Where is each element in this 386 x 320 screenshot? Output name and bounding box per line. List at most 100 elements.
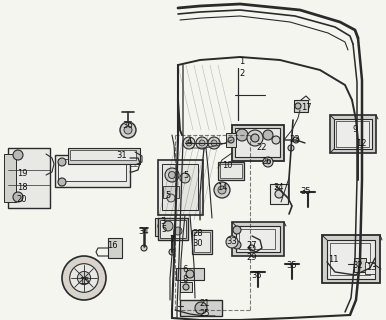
Circle shape xyxy=(275,190,283,198)
Circle shape xyxy=(233,241,241,249)
Bar xyxy=(232,125,284,161)
Circle shape xyxy=(169,172,176,179)
Circle shape xyxy=(266,160,270,164)
Text: 31: 31 xyxy=(117,150,127,159)
Circle shape xyxy=(247,130,263,146)
Text: 35: 35 xyxy=(287,260,297,269)
Bar xyxy=(220,164,242,178)
Circle shape xyxy=(272,136,280,144)
Text: 21: 21 xyxy=(200,300,210,308)
Text: 5: 5 xyxy=(161,226,167,235)
Text: 16: 16 xyxy=(107,242,117,251)
Bar xyxy=(336,121,369,147)
Circle shape xyxy=(120,122,136,138)
Bar xyxy=(58,159,126,181)
Circle shape xyxy=(263,157,273,167)
Bar xyxy=(294,100,308,112)
Text: 9: 9 xyxy=(352,125,357,134)
Circle shape xyxy=(293,137,299,143)
Circle shape xyxy=(163,221,173,231)
Bar xyxy=(162,164,198,210)
Text: 20: 20 xyxy=(17,196,27,204)
Circle shape xyxy=(183,284,189,290)
Circle shape xyxy=(13,192,23,202)
Bar xyxy=(218,162,244,180)
Bar xyxy=(163,186,179,198)
Bar xyxy=(108,238,122,258)
Bar xyxy=(194,232,210,252)
Circle shape xyxy=(251,134,259,142)
Text: 1: 1 xyxy=(239,58,245,67)
Text: 13: 13 xyxy=(366,263,376,273)
Text: 23: 23 xyxy=(290,135,300,145)
Circle shape xyxy=(58,178,66,186)
Text: 12: 12 xyxy=(356,139,366,148)
Bar xyxy=(322,235,380,283)
Circle shape xyxy=(165,168,179,182)
Bar xyxy=(4,154,16,202)
Bar xyxy=(155,218,169,236)
Circle shape xyxy=(208,137,220,149)
Circle shape xyxy=(183,137,195,149)
Bar xyxy=(334,119,372,149)
Circle shape xyxy=(228,137,234,143)
Bar xyxy=(235,128,280,157)
Bar xyxy=(365,262,375,274)
Bar xyxy=(354,258,366,272)
Text: 35: 35 xyxy=(252,270,262,279)
Text: 22: 22 xyxy=(257,143,267,153)
Bar xyxy=(160,220,186,238)
Text: 11: 11 xyxy=(328,255,338,265)
Text: 30: 30 xyxy=(193,239,203,249)
Circle shape xyxy=(58,158,66,166)
Circle shape xyxy=(218,186,226,194)
Circle shape xyxy=(124,126,132,134)
Bar xyxy=(236,226,280,252)
Text: 2: 2 xyxy=(239,69,245,78)
Bar xyxy=(192,230,212,254)
Circle shape xyxy=(169,249,175,255)
Bar xyxy=(327,240,375,279)
Circle shape xyxy=(13,150,23,160)
Bar xyxy=(180,300,222,316)
Circle shape xyxy=(62,256,106,300)
Bar xyxy=(70,150,136,160)
Circle shape xyxy=(295,103,301,109)
Text: 28: 28 xyxy=(193,228,203,237)
Bar xyxy=(158,160,203,215)
Circle shape xyxy=(186,140,192,146)
Circle shape xyxy=(214,182,230,198)
Circle shape xyxy=(196,137,208,149)
Circle shape xyxy=(186,270,194,278)
Circle shape xyxy=(249,245,255,251)
Circle shape xyxy=(167,194,175,202)
Bar xyxy=(68,148,140,164)
Circle shape xyxy=(199,140,205,146)
Circle shape xyxy=(70,264,98,292)
Circle shape xyxy=(226,236,238,248)
Bar xyxy=(176,268,204,280)
Bar xyxy=(180,282,192,292)
Circle shape xyxy=(180,173,190,183)
Circle shape xyxy=(169,233,175,239)
Text: 29: 29 xyxy=(247,252,257,261)
Text: 8: 8 xyxy=(182,276,188,284)
Bar xyxy=(232,222,284,256)
Text: 35: 35 xyxy=(301,188,312,196)
Bar xyxy=(158,218,188,240)
Circle shape xyxy=(288,145,294,151)
Circle shape xyxy=(78,271,91,284)
Text: 3: 3 xyxy=(160,218,166,227)
Bar xyxy=(270,184,288,204)
Bar xyxy=(330,243,370,275)
Text: 19: 19 xyxy=(17,170,27,179)
Text: 4: 4 xyxy=(186,138,191,147)
Bar xyxy=(8,148,50,208)
Text: 5: 5 xyxy=(183,171,189,180)
Text: 36: 36 xyxy=(123,122,134,131)
Text: 27: 27 xyxy=(247,242,257,251)
Text: 5: 5 xyxy=(165,191,171,201)
Text: 14: 14 xyxy=(217,183,227,193)
Circle shape xyxy=(211,140,217,146)
Text: 26: 26 xyxy=(262,156,272,165)
